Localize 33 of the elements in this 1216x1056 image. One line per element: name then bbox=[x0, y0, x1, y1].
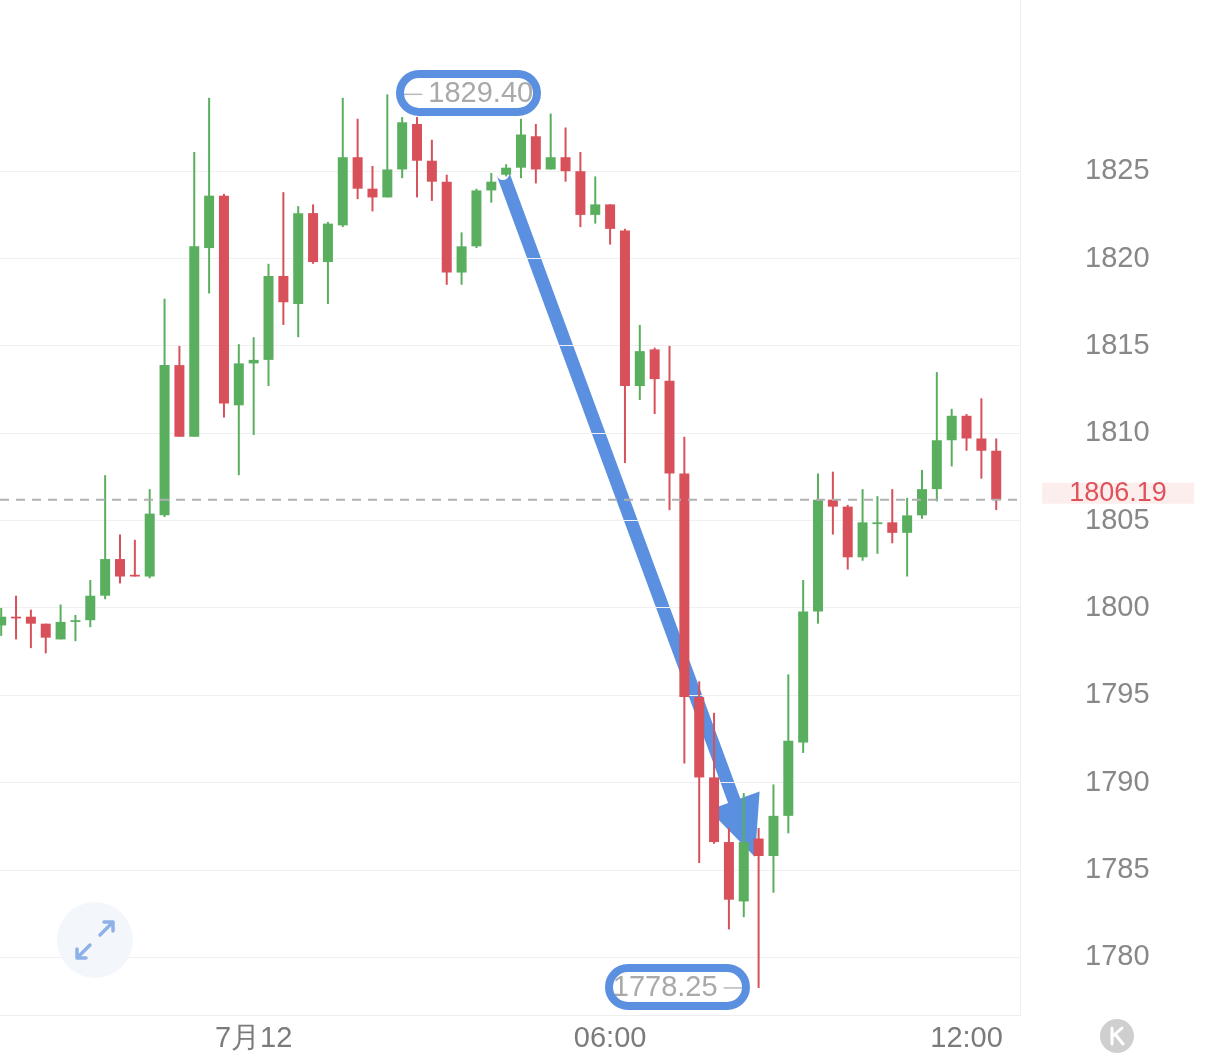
candlestick bbox=[872, 495, 883, 555]
annotation: 1829.40 bbox=[428, 76, 534, 109]
y-tick-label: 1795 bbox=[1085, 677, 1150, 710]
y-tick-label: 1820 bbox=[1085, 240, 1150, 273]
candlestick bbox=[486, 171, 497, 204]
candlestick bbox=[560, 126, 571, 183]
y-tick-label: 1800 bbox=[1085, 589, 1150, 622]
candlestick bbox=[976, 397, 987, 480]
x-tick-label: 12:00 bbox=[930, 1021, 1003, 1054]
candlestick bbox=[25, 608, 36, 650]
candlestick bbox=[70, 613, 81, 643]
candlestick bbox=[40, 622, 51, 655]
candlestick bbox=[545, 112, 556, 171]
x-tick-label: 7月12 bbox=[214, 1021, 293, 1054]
candlestick bbox=[827, 470, 838, 536]
candlestick bbox=[902, 496, 913, 578]
candlestick bbox=[115, 533, 125, 585]
y-tick-label: 1785 bbox=[1085, 852, 1150, 884]
candlestick bbox=[55, 603, 66, 641]
candlestick bbox=[367, 164, 378, 213]
y-tick-label: 1815 bbox=[1085, 327, 1150, 360]
annotation: 1778.25 bbox=[612, 969, 718, 1002]
candlestick bbox=[753, 827, 764, 989]
candlestick bbox=[129, 538, 140, 578]
y-tick-label: 1780 bbox=[1085, 939, 1150, 972]
candlestick bbox=[426, 138, 437, 202]
x-tick-label: 06:00 bbox=[573, 1021, 647, 1054]
candlestick bbox=[961, 413, 972, 452]
candlestick bbox=[887, 488, 898, 545]
y-tick-label: 1810 bbox=[1085, 415, 1150, 448]
candlestick bbox=[590, 175, 601, 225]
y-tick-label: 1825 bbox=[1085, 153, 1150, 186]
y-tick-label: 1790 bbox=[1085, 764, 1150, 797]
